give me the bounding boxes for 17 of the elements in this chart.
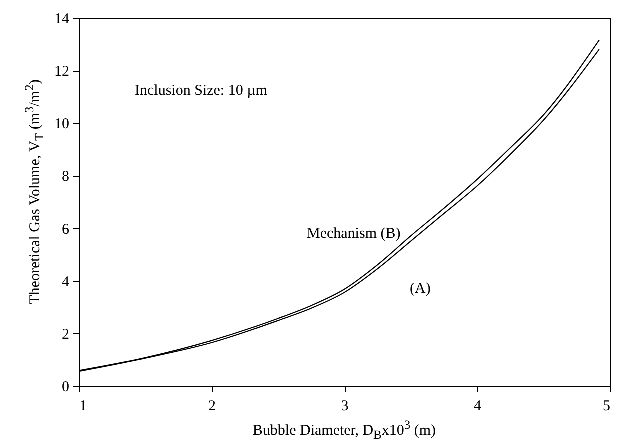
x-tick-label: 3 [341, 398, 349, 414]
y-tick-label: 8 [62, 169, 70, 186]
annotation: Inclusion Size: 10 µm [135, 83, 268, 99]
y-tick-label: 2 [62, 326, 70, 343]
x-axis-title: Bubble Diameter, D$_{B}$x10$^{3}$ (m) [252, 418, 438, 443]
annotation: (A) [410, 281, 431, 297]
y-tick-label: 14 [54, 12, 70, 28]
y-tick-label: 6 [62, 222, 70, 238]
x-tick-label: 4 [474, 398, 482, 414]
y-tick-label: 12 [54, 64, 70, 80]
x-tick-label: 5 [603, 398, 610, 414]
y-tick-label: 4 [62, 274, 70, 290]
y-tick-label: 0 [62, 380, 70, 396]
x-tick-label: 2 [208, 398, 216, 414]
x-tick-label: 1 [80, 398, 87, 414]
annotation: Mechanism (B) [307, 226, 401, 242]
y-tick-label: 10 [54, 116, 70, 133]
